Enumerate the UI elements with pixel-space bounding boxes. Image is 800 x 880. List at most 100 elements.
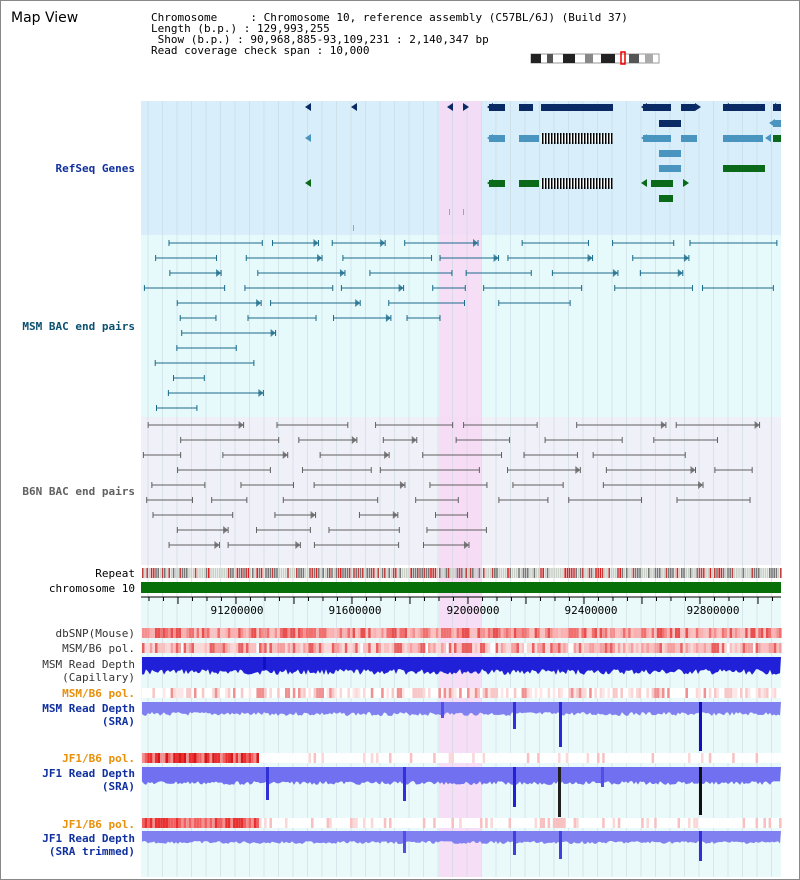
heat-cell (753, 818, 756, 828)
bac-arrow (392, 511, 398, 519)
heat-cell (669, 643, 673, 653)
repeat-mark (661, 568, 663, 578)
heat-cell (334, 688, 337, 698)
msm-bac-track[interactable] (143, 239, 778, 411)
heat-cell (266, 753, 270, 763)
repeat-mark (436, 568, 439, 578)
gene-feature (519, 180, 539, 187)
heat-cell (584, 753, 587, 763)
heat-cell (318, 753, 322, 763)
repeat-mark (291, 568, 294, 578)
heat-cell (227, 688, 231, 698)
heat-cell (318, 643, 322, 653)
heat-cell (758, 753, 761, 763)
heat-cell (282, 688, 285, 698)
heat-cell (269, 688, 272, 698)
heat-cell (399, 643, 402, 653)
exon-mark (578, 178, 580, 189)
depth-spike (403, 831, 406, 853)
read-depth-tracks[interactable] (142, 657, 781, 861)
chromosome-bar[interactable] (141, 582, 781, 593)
heat-cell (623, 643, 626, 653)
b6n-bac-track[interactable] (142, 421, 761, 549)
heat-cell (573, 628, 577, 638)
heat-cell (308, 818, 311, 828)
heat-cell (766, 628, 769, 638)
heat-cell (763, 688, 766, 698)
heat-cell (464, 643, 467, 653)
heat-cell (178, 818, 181, 828)
heat-cell (386, 688, 389, 698)
heat-cell (412, 753, 415, 763)
repeat-mark (329, 568, 331, 578)
heat-cell (472, 643, 475, 653)
heat-cell (292, 818, 296, 828)
highlight-region[interactable] (439, 101, 481, 877)
heat-cell (695, 628, 699, 638)
heat-cell (261, 818, 265, 828)
heat-cell (165, 688, 168, 698)
exon-mark (593, 178, 595, 189)
heat-cell (701, 628, 704, 638)
heat-cell (529, 643, 532, 653)
heat-cell (404, 688, 408, 698)
heat-cell (331, 643, 335, 653)
heat-cell (331, 688, 335, 698)
heat-cell (555, 688, 558, 698)
repeat-mark (511, 568, 514, 578)
repeat-mark (302, 568, 305, 578)
heat-cell (157, 628, 161, 638)
heat-cell (773, 688, 777, 698)
heat-cell (191, 753, 194, 763)
heat-cell (175, 628, 179, 638)
heat-cell (295, 688, 298, 698)
heat-cell (734, 818, 738, 828)
heat-cell (760, 818, 764, 828)
heat-cell (316, 818, 319, 828)
heat-cell (363, 643, 366, 653)
repeat-mark (313, 568, 316, 578)
repeat-mark (205, 568, 208, 578)
heat-cell (350, 628, 353, 638)
heat-cell (370, 688, 374, 698)
heat-cell (339, 688, 343, 698)
heat-cell (251, 818, 254, 828)
repeat-mark (692, 568, 694, 578)
repeat-track[interactable] (142, 568, 782, 578)
refseq-gene-track[interactable] (305, 103, 781, 231)
repeat-mark (588, 568, 591, 578)
repeat-mark (714, 568, 716, 578)
heat-cell (771, 688, 774, 698)
heat-cell (750, 643, 753, 653)
bac-arrow (270, 329, 276, 337)
heat-cell (235, 628, 239, 638)
heatmap-tracks[interactable] (142, 628, 782, 828)
chromosome-info: Chromosome : Chromosome 10, reference as… (151, 12, 628, 56)
heat-cell (604, 818, 608, 828)
heat-cell (152, 688, 155, 698)
repeat-mark (597, 568, 599, 578)
heat-cell (568, 628, 571, 638)
heat-cell (607, 628, 610, 638)
repeat-mark (630, 568, 632, 578)
heat-cell (342, 643, 345, 653)
heat-cell (381, 688, 384, 698)
heat-cell (633, 628, 636, 638)
heat-cell (737, 643, 740, 653)
heat-cell (526, 628, 530, 638)
repeat-mark (373, 568, 375, 578)
heat-cell (381, 643, 384, 653)
heat-cell (142, 753, 145, 763)
exon-mark (611, 133, 613, 144)
bac-arrow (295, 541, 301, 549)
heat-cell (246, 688, 249, 698)
chromosome-ideogram[interactable] (530, 51, 660, 65)
heat-cell (389, 643, 392, 653)
heat-cell (170, 818, 174, 828)
heat-cell (550, 753, 553, 763)
repeat-mark (417, 568, 419, 578)
heat-cell (591, 818, 595, 828)
heat-cell (201, 628, 205, 638)
heat-cell (173, 753, 176, 763)
repeat-mark (634, 568, 637, 578)
